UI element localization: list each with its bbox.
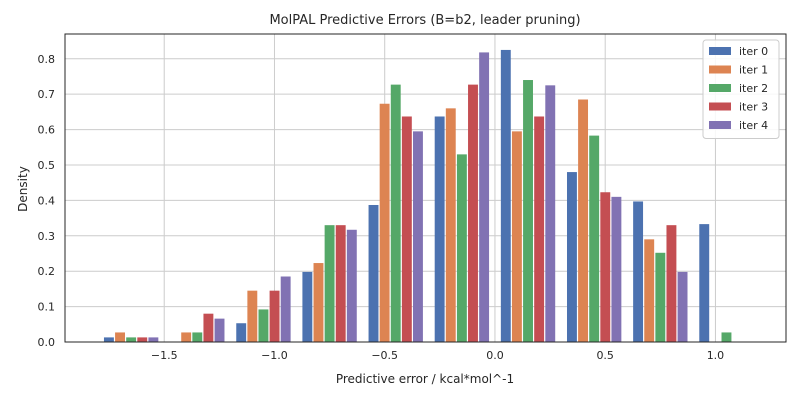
bar — [511, 131, 522, 342]
bar — [236, 323, 247, 342]
bar — [413, 131, 423, 342]
y-tick-label: 0.4 — [38, 194, 56, 207]
x-tick-label: −0.5 — [371, 349, 398, 362]
x-axis-label: Predictive error / kcal*mol^-1 — [336, 372, 514, 386]
bar — [523, 80, 533, 343]
bar — [390, 84, 401, 342]
bar — [589, 135, 600, 342]
bar — [368, 204, 379, 342]
legend-label: iter 4 — [739, 119, 768, 132]
bar — [126, 337, 137, 342]
legend-swatch — [709, 102, 731, 111]
plot-frame — [64, 33, 787, 343]
y-tick-label: 0.3 — [38, 230, 56, 243]
bar — [666, 225, 677, 342]
y-tick-label: 0.1 — [38, 301, 56, 314]
bar — [203, 313, 214, 342]
bar — [611, 196, 622, 342]
bar — [545, 85, 556, 342]
bar — [103, 337, 114, 342]
bar — [115, 332, 125, 342]
legend-label: iter 0 — [739, 45, 768, 58]
bar — [644, 239, 655, 342]
bar — [148, 337, 159, 342]
bar — [600, 192, 611, 342]
bar — [302, 271, 313, 342]
legend-label: iter 3 — [739, 101, 768, 114]
chart-title: MolPAL Predictive Errors (B=b2, leader p… — [269, 13, 580, 28]
bars — [103, 49, 732, 343]
bar — [456, 154, 467, 342]
bar — [280, 276, 291, 342]
bar — [214, 318, 225, 342]
y-tick-label: 0.7 — [38, 88, 56, 101]
legend-swatch — [709, 65, 731, 74]
legend-box — [702, 39, 780, 139]
y-axis-label: Density — [16, 166, 30, 212]
y-tick-label: 0.8 — [38, 53, 56, 66]
x-tick-label: 1.0 — [707, 349, 725, 362]
x-tick-label: 0.5 — [596, 349, 614, 362]
bar — [500, 49, 511, 343]
bar — [534, 116, 545, 342]
bar — [324, 225, 335, 342]
bar — [445, 108, 456, 343]
bar — [655, 252, 666, 342]
legend-swatch — [709, 84, 731, 92]
legend-label: iter 2 — [739, 82, 768, 95]
legend-label: iter 1 — [739, 64, 768, 77]
bar — [479, 52, 490, 343]
bar — [181, 332, 192, 342]
x-tick-label: −1.0 — [261, 349, 288, 362]
x-tick-label: 0.0 — [486, 349, 504, 362]
bar — [677, 271, 688, 342]
y-tick-label: 0.2 — [38, 265, 56, 278]
bar — [313, 263, 324, 342]
y-tick-label: 0.5 — [38, 159, 56, 172]
legend-swatch — [709, 47, 731, 55]
y-ticks: 0.0 0.1 0.2 0.3 0.4 0.5 0.6 0.7 0.8 — [38, 53, 56, 349]
bar — [578, 99, 589, 342]
y-tick-label: 0.0 — [38, 336, 56, 349]
bar — [247, 290, 258, 342]
legend-swatch — [709, 121, 731, 129]
bar — [721, 332, 732, 342]
bar — [379, 103, 390, 343]
bar — [137, 337, 148, 342]
bar — [346, 229, 357, 342]
bar — [699, 224, 710, 342]
bar — [633, 201, 644, 342]
legend: iter 0 iter 1 iter 2 iter 3 iter 4 — [702, 39, 780, 139]
y-tick-label: 0.6 — [38, 124, 56, 137]
bar — [401, 116, 412, 342]
bar — [192, 332, 203, 342]
bar — [566, 172, 577, 342]
x-tick-label: −1.5 — [151, 349, 178, 362]
bar — [468, 84, 478, 342]
bar — [258, 309, 269, 342]
x-ticks: −1.5 −1.0 −0.5 0.0 0.5 1.0 — [151, 349, 724, 362]
bar — [434, 116, 445, 342]
bar — [335, 225, 346, 342]
bar — [269, 290, 280, 342]
